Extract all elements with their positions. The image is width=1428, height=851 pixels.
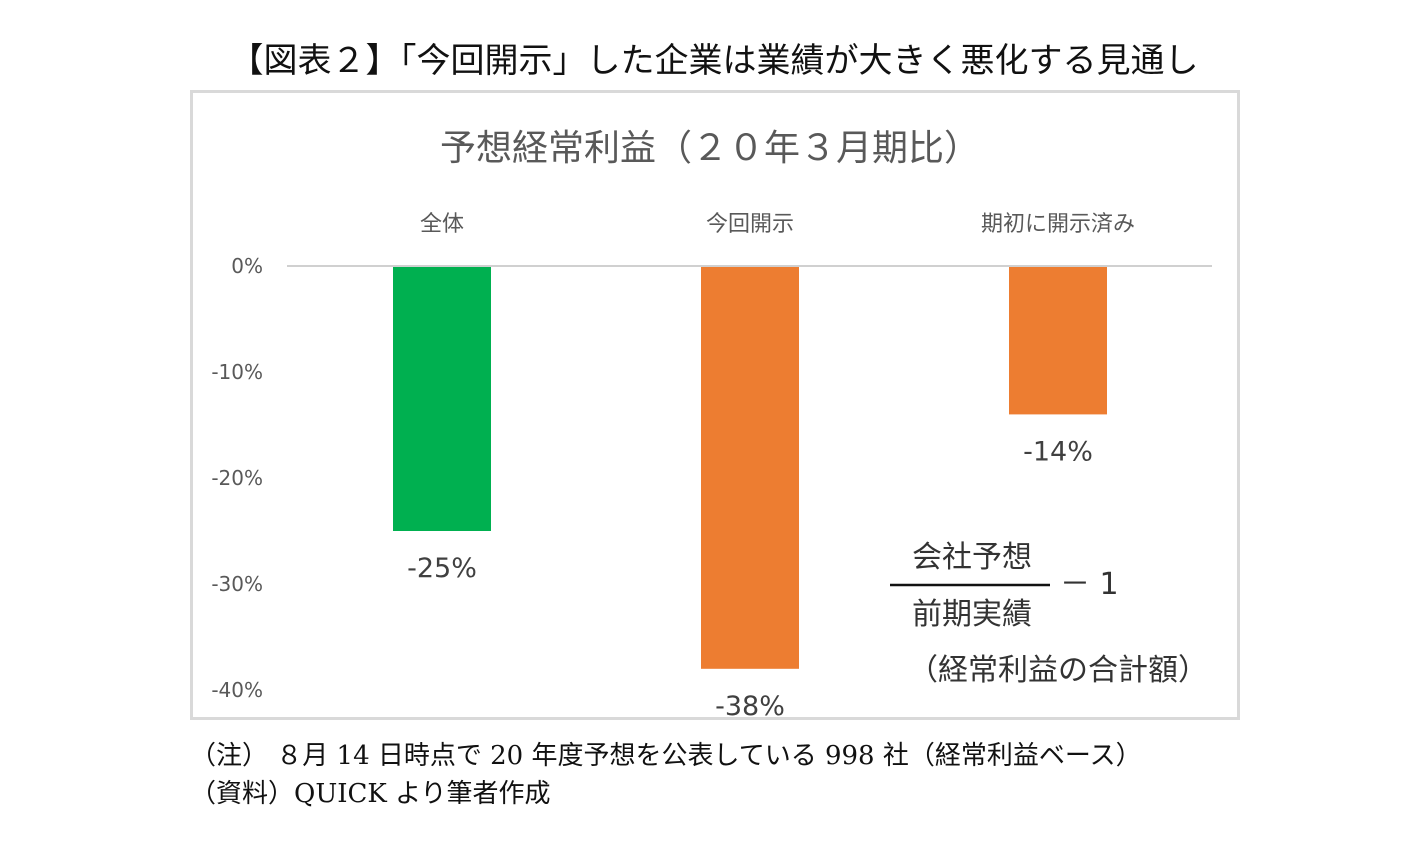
y-tick-label: 0% xyxy=(231,254,263,278)
chart-title: 予想経常利益（２０年３月期比） xyxy=(440,128,980,169)
formula-caption: （経常利益の合計額） xyxy=(908,653,1208,688)
note-line: （注） ８月 14 日時点で 20 年度予想を公表している 998 社（経常利益… xyxy=(190,741,1142,771)
data-label: -14% xyxy=(1023,436,1093,467)
category-label: 期初に開示済み xyxy=(981,212,1135,237)
y-tick-label: -40% xyxy=(211,678,263,702)
category-label: 今回開示 xyxy=(706,212,794,237)
data-label: -25% xyxy=(407,553,477,584)
formula-annotation: 会社予想 前期実績 － 1 （経常利益の合計額） xyxy=(890,540,1208,688)
bar xyxy=(393,266,491,531)
y-tick-label: -20% xyxy=(211,466,263,490)
bar xyxy=(701,266,799,669)
formula-suffix: － 1 xyxy=(1060,567,1119,602)
formula-denominator: 前期実績 xyxy=(912,597,1032,632)
y-tick-label: -30% xyxy=(211,572,263,596)
source-line: （資料）QUICK より筆者作成 xyxy=(190,779,551,809)
bar xyxy=(1009,266,1107,415)
data-label: -38% xyxy=(715,691,785,722)
category-label: 全体 xyxy=(420,212,464,237)
formula-numerator: 会社予想 xyxy=(912,540,1032,575)
y-tick-label: -10% xyxy=(211,360,263,384)
figure-title: 【図表２】「今回開示」した企業は業績が大きく悪化する見通し xyxy=(229,41,1199,81)
